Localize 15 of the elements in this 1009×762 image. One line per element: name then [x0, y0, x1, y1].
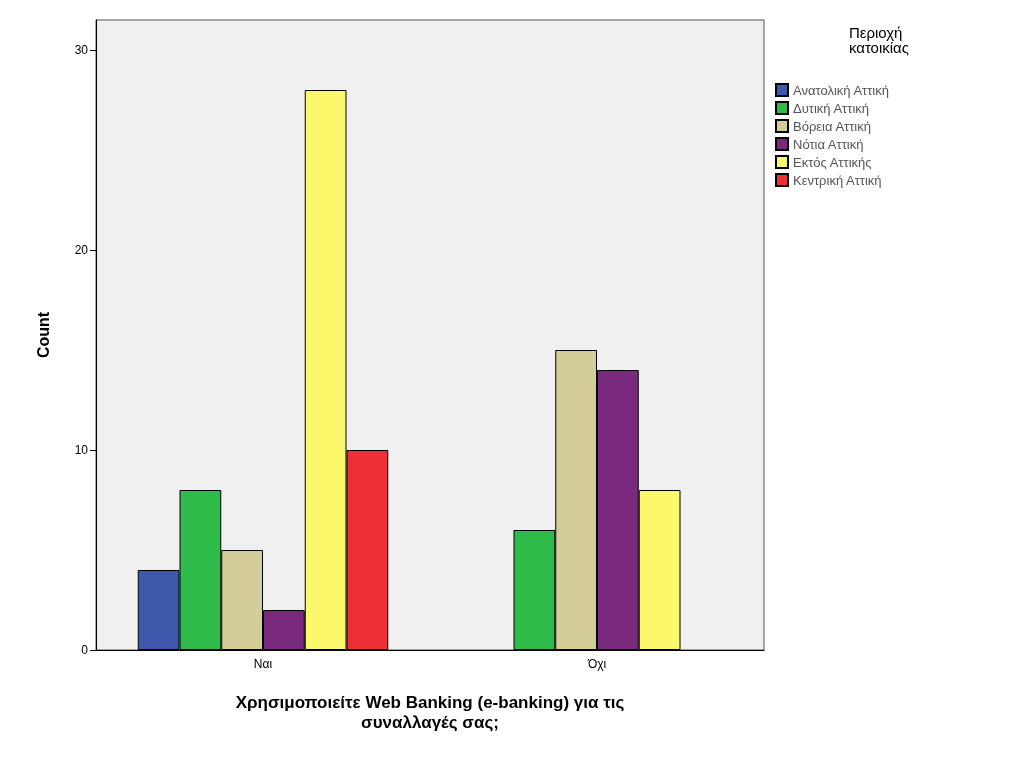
y-tick-label: 0: [81, 643, 89, 657]
y-tick-label: 20: [74, 243, 89, 257]
legend-label: Ανατολική Αττική: [793, 82, 889, 98]
legend-label: Εκτός Αττικής: [793, 154, 872, 170]
legend-label: Δυτική Αττική: [793, 100, 870, 116]
legend-title: Περιοχή κατοικίας: [848, 24, 910, 56]
x-axis-title: Χρησιμοποιείτε Web Banking (e-banking) για τις συναλλαγές σας;: [235, 692, 625, 732]
legend-label: Βόρεια Αττική: [793, 118, 871, 134]
y-tick-label: 30: [74, 43, 89, 57]
x-tick-label: Ναι: [253, 657, 273, 671]
y-tick-label: 10: [74, 443, 89, 457]
y-axis-title: Count: [34, 311, 52, 359]
legend-label: Κεντρική Αττική: [793, 172, 882, 188]
legend-label: Νότια Αττική: [793, 136, 864, 152]
x-tick-label: Όχι: [586, 657, 607, 671]
